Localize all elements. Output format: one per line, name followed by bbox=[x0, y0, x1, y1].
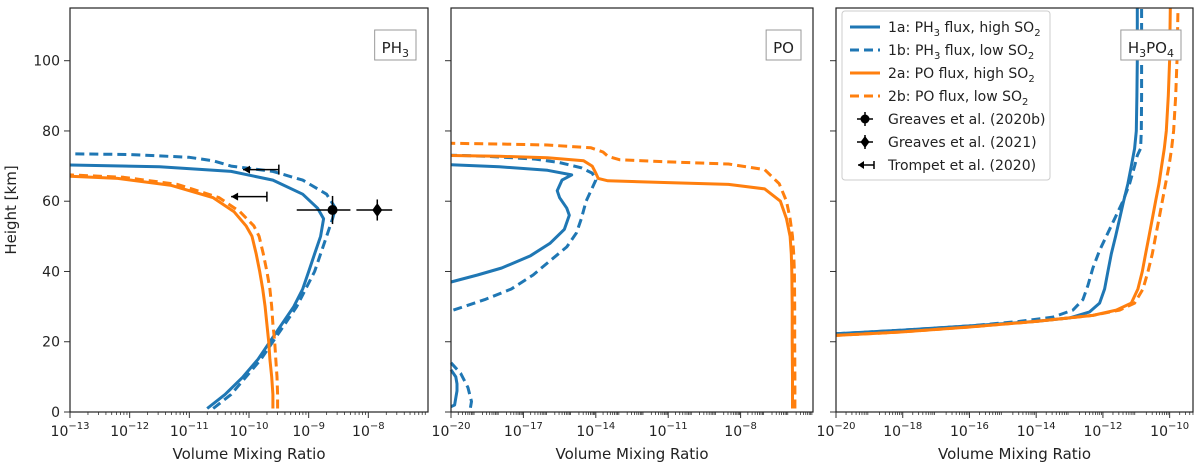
x-tick-label: 10−13 bbox=[51, 421, 90, 440]
y-tick-label: 80 bbox=[42, 124, 60, 140]
observation-greaves2021 bbox=[356, 199, 393, 221]
svg-text:H3PO4: H3PO4 bbox=[1128, 39, 1174, 60]
series-line-1b bbox=[835, 8, 1144, 336]
legend-entry-greaves2020b: Greaves et al. (2020b) bbox=[857, 112, 1046, 128]
panel-label: H3PO4 bbox=[1120, 29, 1182, 61]
series-line-1a bbox=[69, 163, 326, 410]
x-tick-label: 10−12 bbox=[1083, 421, 1122, 440]
x-tick-label: 10−10 bbox=[1150, 421, 1189, 440]
legend-label: 1b: PH3 flux, low SO2 bbox=[888, 43, 1034, 62]
series-line-2a bbox=[450, 154, 794, 409]
series-line-2a bbox=[69, 174, 275, 409]
observation-trompet2020 bbox=[243, 164, 280, 175]
y-axis-label: Height [km] bbox=[2, 165, 20, 254]
x-tick-label: 10−14 bbox=[1017, 421, 1056, 440]
legend-entry-trompet2020: Trompet et al. (2020) bbox=[858, 158, 1036, 174]
x-tick-label: 10−16 bbox=[950, 421, 989, 440]
x-tick-label: 10−18 bbox=[883, 421, 922, 440]
panel-label: PH3 bbox=[374, 29, 417, 61]
x-tick-label: 10−10 bbox=[230, 421, 269, 440]
observation-trompet2020 bbox=[231, 191, 268, 202]
panel-ph3: 10−13 10−12 10−11 10−10 10−9 10−8 0 20 40 60 80 100… bbox=[2, 7, 429, 463]
x-tick-label: 10−14 bbox=[576, 421, 615, 440]
plot-frame bbox=[835, 7, 1194, 413]
series-line-2b bbox=[450, 141, 797, 409]
series-line-2b bbox=[69, 173, 280, 409]
series-line-1b bbox=[450, 153, 598, 312]
x-tick-label: 10−9 bbox=[292, 421, 325, 440]
legend-label: Greaves et al. (2021) bbox=[888, 135, 1037, 151]
legend-label: 1a: PH3 flux, high SO2 bbox=[888, 20, 1041, 39]
series-line-2b bbox=[835, 7, 1180, 337]
panel-po: 10−20 10−17 10−14 10−11 10−8 Volume Mixing Ra… bbox=[432, 7, 814, 463]
x-tick-label: 10−8 bbox=[724, 421, 757, 440]
x-tick-label: 10−17 bbox=[504, 421, 543, 440]
y-tick-label: 40 bbox=[42, 264, 60, 280]
plot-frame bbox=[450, 7, 814, 413]
legend: 1a: PH3 flux, high SO2 1b: PH3 flux, low … bbox=[841, 10, 1051, 181]
legend-label: 2a: PO flux, high SO2 bbox=[888, 66, 1035, 85]
panel-label: PO bbox=[765, 29, 802, 61]
y-tick-label: 20 bbox=[42, 335, 60, 351]
series-line-1a bbox=[449, 368, 459, 409]
legend-label: 2b: PO flux, low SO2 bbox=[888, 89, 1028, 108]
legend-label: Greaves et al. (2020b) bbox=[888, 112, 1046, 128]
legend-entry-1a: 1a: PH3 flux, high SO2 bbox=[850, 20, 1041, 39]
observation-greaves2020b bbox=[296, 195, 351, 225]
y-tick-label: 60 bbox=[42, 194, 60, 210]
legend-entry-2a: 2a: PO flux, high SO2 bbox=[850, 66, 1035, 85]
legend-entry-greaves2021: Greaves et al. (2021) bbox=[857, 135, 1037, 151]
svg-text:PO: PO bbox=[773, 39, 794, 57]
series-line-1b bbox=[449, 361, 473, 409]
legend-entry-1b: 1b: PH3 flux, low SO2 bbox=[850, 43, 1034, 62]
x-tick-label: 10−8 bbox=[352, 421, 385, 440]
x-axis-label: Volume Mixing Ratio bbox=[938, 445, 1091, 463]
y-tick-label: 100 bbox=[33, 54, 60, 70]
x-tick-label: 10−11 bbox=[170, 421, 209, 440]
series-line-1a bbox=[450, 163, 574, 284]
x-tick-label: 10−20 bbox=[817, 421, 856, 440]
x-axis-label: Volume Mixing Ratio bbox=[555, 445, 708, 463]
x-tick-label: 10−12 bbox=[110, 421, 149, 440]
panel-h3po4: 10−20 10−18 10−16 10−14 10−12 10−10 Volume Mix… bbox=[817, 7, 1194, 463]
x-tick-label: 10−20 bbox=[432, 421, 471, 440]
y-tick-label: 0 bbox=[51, 405, 60, 421]
legend-entry-2b: 2b: PO flux, low SO2 bbox=[850, 89, 1028, 108]
plot-frame bbox=[69, 7, 429, 413]
svg-text:PH3: PH3 bbox=[382, 39, 409, 60]
x-axis-label: Volume Mixing Ratio bbox=[172, 445, 325, 463]
legend-frame bbox=[841, 10, 1051, 181]
x-tick-label: 10−11 bbox=[649, 421, 688, 440]
series-line-1b bbox=[69, 152, 337, 410]
legend-label: Trompet et al. (2020) bbox=[887, 158, 1036, 174]
